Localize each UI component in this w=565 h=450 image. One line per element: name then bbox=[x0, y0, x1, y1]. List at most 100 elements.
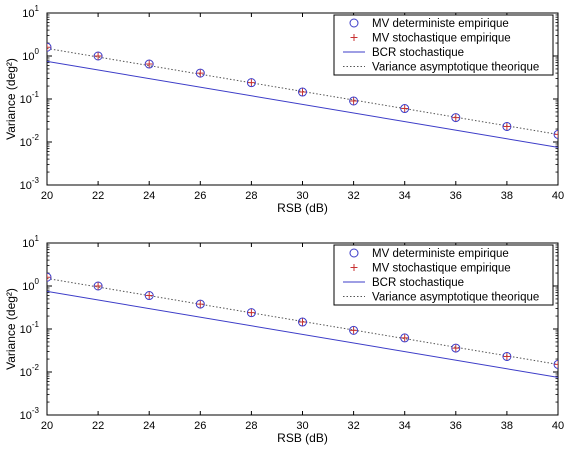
x-axis-label: RSB (dB) bbox=[277, 431, 328, 445]
plot-area bbox=[47, 272, 558, 378]
circle-marker bbox=[298, 317, 307, 327]
legend-box bbox=[333, 244, 554, 306]
x-tick-label: 34 bbox=[399, 190, 411, 202]
circle-marker bbox=[349, 96, 359, 106]
plus-marker bbox=[145, 292, 153, 300]
plus-marker bbox=[452, 344, 460, 352]
y-tick-label: 10-2 bbox=[20, 363, 40, 379]
plus-marker bbox=[196, 69, 204, 77]
circle-marker bbox=[144, 291, 154, 301]
plus-marker bbox=[554, 360, 558, 368]
x-tick-label: 34 bbox=[399, 420, 411, 432]
legend-entry: MV stochastique empirique bbox=[372, 33, 511, 45]
circle-marker bbox=[502, 351, 512, 361]
chart-panel-1: 20 22 24 26 28 30 32 34 36 38 40 10-3 10-2 10-1 100 101… bbox=[4, 4, 564, 215]
circle-marker bbox=[195, 68, 205, 78]
plus-marker bbox=[47, 43, 51, 51]
circle-marker bbox=[93, 281, 103, 291]
plus-marker bbox=[196, 300, 204, 308]
legend-entry: MV deterministe empirique bbox=[372, 18, 509, 30]
circle-marker bbox=[400, 104, 410, 114]
y-tick-label: 10-3 bbox=[20, 406, 40, 422]
legend-plus-icon bbox=[350, 34, 358, 41]
circle-marker bbox=[144, 59, 154, 69]
y-tick-label: 10-3 bbox=[20, 176, 40, 192]
plus-marker bbox=[94, 282, 102, 290]
plus-marker bbox=[503, 352, 511, 360]
plus-marker bbox=[247, 79, 255, 87]
x-tick-label: 28 bbox=[245, 190, 257, 202]
chart-panel-2: 20 22 24 26 28 30 32 34 36 38 40 10-3 10-2 10-1 100 101… bbox=[4, 234, 564, 445]
y-axis-label: Variance (deg²) bbox=[4, 58, 18, 140]
legend-entry: MV deterministe empirique bbox=[372, 248, 509, 260]
circle-marker bbox=[246, 308, 256, 318]
x-tick-label: 32 bbox=[347, 420, 359, 432]
x-tick-label: 32 bbox=[347, 190, 359, 202]
x-tick-label: 38 bbox=[501, 420, 513, 432]
x-tick-label: 36 bbox=[450, 420, 462, 432]
x-tick-label: 24 bbox=[143, 420, 155, 432]
plus-marker bbox=[401, 334, 409, 342]
plus-marker bbox=[554, 130, 558, 138]
legend-box bbox=[333, 14, 554, 76]
legend-entry: MV stochastique empirique bbox=[372, 263, 511, 275]
x-tick-label: 38 bbox=[501, 190, 513, 202]
x-tick-label: 28 bbox=[245, 420, 257, 432]
x-tick-label: 22 bbox=[92, 190, 104, 202]
circle-marker bbox=[502, 121, 512, 131]
plus-marker bbox=[299, 318, 306, 326]
circle-marker bbox=[451, 113, 461, 123]
plus-marker bbox=[503, 122, 511, 130]
y-tick-label: 101 bbox=[22, 234, 39, 250]
x-tick-label: 40 bbox=[552, 420, 564, 432]
legend: MV deterministe empirique MV stochastique… bbox=[333, 14, 554, 76]
y-tick-label: 100 bbox=[22, 277, 39, 293]
plot-area bbox=[47, 42, 558, 148]
legend-entry: BCR stochastique bbox=[372, 47, 464, 59]
circle-marker bbox=[246, 78, 256, 88]
bcr-line bbox=[47, 60, 558, 148]
y-tick-label: 101 bbox=[22, 4, 39, 20]
plus-marker bbox=[452, 114, 460, 122]
x-tick-label: 30 bbox=[296, 420, 308, 432]
x-axis-label: RSB (dB) bbox=[277, 201, 328, 215]
y-axis-label: Variance (deg²) bbox=[4, 288, 18, 370]
plus-marker bbox=[350, 326, 358, 334]
y-tick-label: 10-1 bbox=[20, 90, 40, 106]
y-tick-label: 10-1 bbox=[20, 320, 40, 336]
x-tick-label: 20 bbox=[41, 190, 53, 202]
plus-marker bbox=[47, 273, 51, 281]
legend-plus-icon bbox=[350, 264, 358, 271]
circle-marker bbox=[47, 42, 52, 52]
circle-marker bbox=[553, 129, 558, 139]
x-tick-label: 36 bbox=[450, 190, 462, 202]
circle-marker bbox=[93, 51, 103, 61]
circle-marker bbox=[47, 272, 52, 282]
plus-marker bbox=[247, 309, 255, 317]
x-tick-label: 22 bbox=[92, 420, 104, 432]
plus-marker bbox=[145, 60, 153, 68]
circle-marker bbox=[400, 333, 410, 343]
circle-marker bbox=[195, 299, 205, 309]
x-tick-label: 30 bbox=[296, 190, 308, 202]
circle-marker bbox=[451, 343, 461, 353]
legend-entry: Variance asymptotique theorique bbox=[372, 62, 539, 74]
plus-marker bbox=[94, 52, 102, 60]
x-tick-label: 26 bbox=[194, 420, 206, 432]
legend-entry: BCR stochastique bbox=[372, 277, 464, 289]
x-tick-label: 40 bbox=[552, 190, 564, 202]
bcr-line bbox=[47, 290, 558, 378]
circle-marker bbox=[298, 87, 307, 97]
legend-circle-icon bbox=[349, 248, 359, 258]
plus-marker bbox=[350, 97, 358, 105]
legend-circle-icon bbox=[349, 18, 359, 28]
x-tick-label: 26 bbox=[194, 190, 206, 202]
plus-marker bbox=[299, 88, 306, 96]
circle-marker bbox=[553, 359, 558, 369]
plus-marker bbox=[401, 105, 409, 113]
legend: MV deterministe empirique MV stochastique… bbox=[333, 244, 554, 306]
x-tick-label: 20 bbox=[41, 420, 53, 432]
y-tick-label: 10-2 bbox=[20, 133, 40, 149]
legend-entry: Variance asymptotique theorique bbox=[372, 292, 539, 304]
